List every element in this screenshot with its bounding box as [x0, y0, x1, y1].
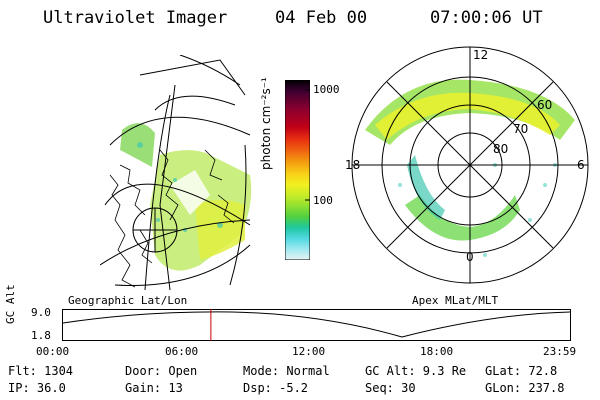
geographic-map	[100, 55, 252, 290]
flight-number: Flt: 1304	[8, 364, 74, 378]
colorbar	[285, 80, 310, 260]
altitude-timeline	[62, 309, 571, 341]
timeline-y-tick-high: 9.0	[31, 306, 51, 319]
colorbar-unit-label: photon cm⁻²s⁻¹	[259, 77, 273, 170]
instrument-title: Ultraviolet Imager	[43, 8, 228, 28]
apex-label: Apex MLat/MLT	[412, 294, 499, 307]
timeline-x-tick-0000: 00:00	[36, 345, 70, 358]
gain-value: Gain: 13	[125, 381, 183, 395]
timeline-x-tick-2359: 23:59	[543, 345, 577, 358]
door-status: Door: Open	[125, 364, 198, 378]
polar-mlt-map: 12 18 6 0 60 70 80	[345, 46, 589, 284]
timeline-y-tick-low: 1.8	[31, 329, 51, 342]
time-label: 07:00:06 UT	[430, 8, 543, 28]
colorbar-tick-1000: 1000	[313, 83, 340, 96]
lat-label-60: 60	[537, 98, 552, 112]
date-label: 04 Feb 00	[275, 8, 368, 28]
timeline-x-tick-1200: 12:00	[292, 345, 326, 358]
gc-altitude: GC Alt: 9.3 Re	[365, 364, 467, 378]
mlt-label-6: 6	[577, 158, 585, 172]
mlt-label-12: 12	[473, 48, 488, 62]
dsp-value: Dsp: -5.2	[243, 381, 309, 395]
timeline-y-label: GC Alt	[4, 284, 17, 324]
timeline-x-tick-0600: 06:00	[165, 345, 199, 358]
geo-latitude: GLat: 72.8	[485, 364, 558, 378]
lat-label-70: 70	[513, 122, 528, 136]
lat-label-80: 80	[493, 142, 508, 156]
mlt-label-18: 18	[345, 158, 360, 172]
mode-status: Mode: Normal	[243, 364, 330, 378]
geo-longitude: GLon: 237.8	[485, 381, 565, 395]
geographic-label: Geographic Lat/Lon	[68, 294, 188, 307]
colorbar-tick-100: 100	[313, 194, 333, 207]
sequence-number: Seq: 30	[365, 381, 416, 395]
timeline-x-tick-1800: 18:00	[420, 345, 454, 358]
ip-value: IP: 36.0	[8, 381, 66, 395]
mlt-label-0: 0	[466, 250, 474, 264]
